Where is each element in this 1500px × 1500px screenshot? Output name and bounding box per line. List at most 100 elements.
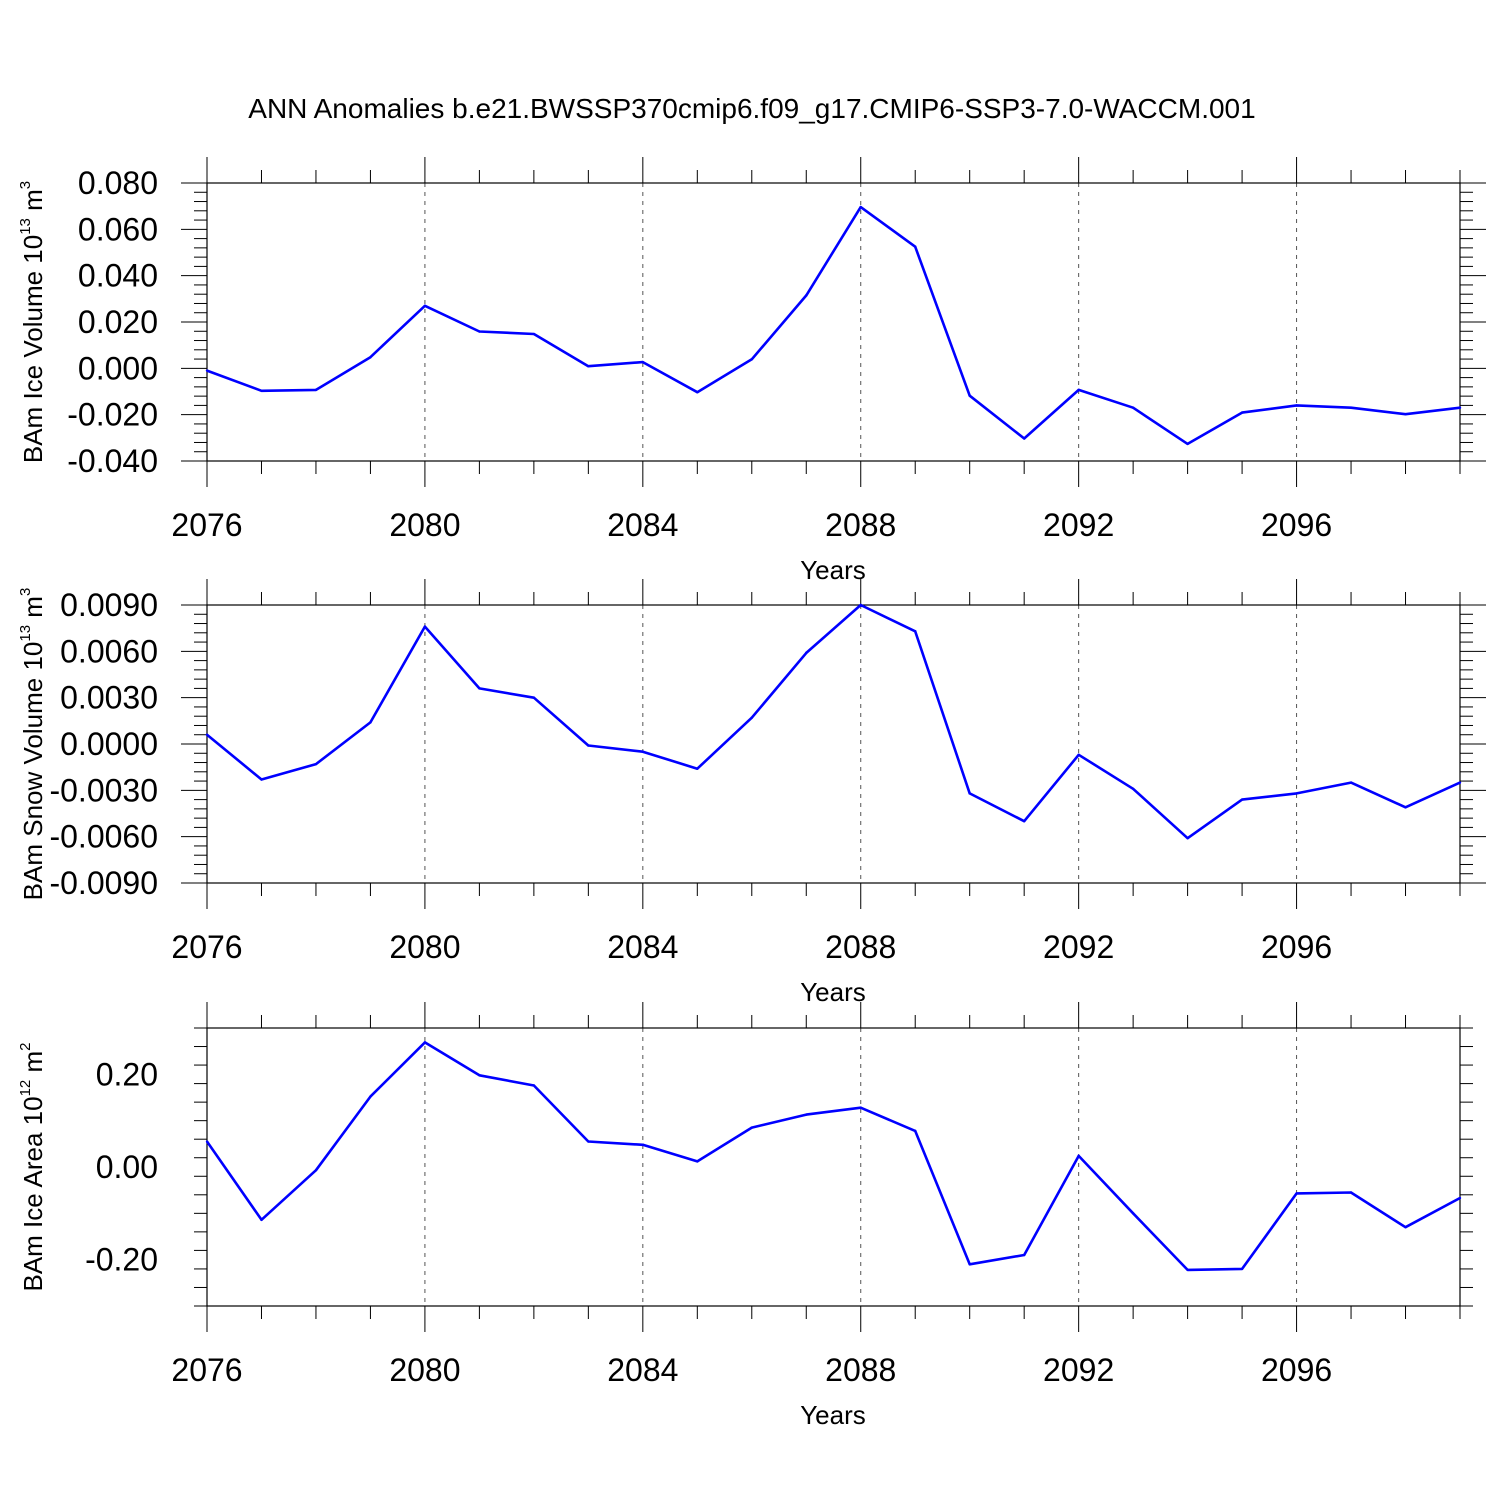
data-point bbox=[314, 1169, 318, 1172]
data-point bbox=[532, 332, 536, 336]
data-point bbox=[1186, 1268, 1189, 1272]
data-point bbox=[369, 721, 372, 724]
data-point bbox=[478, 687, 481, 690]
data-point bbox=[587, 744, 590, 747]
y-tick-label: 0.020 bbox=[78, 304, 158, 340]
data-point bbox=[1077, 753, 1080, 757]
data-point bbox=[532, 1084, 536, 1087]
data-point bbox=[369, 1095, 372, 1098]
y-tick-label: -0.20 bbox=[85, 1242, 158, 1278]
y-tick-label: 0.20 bbox=[96, 1056, 158, 1092]
x-tick-label: 2096 bbox=[1261, 507, 1332, 543]
x-tick-label: 2080 bbox=[389, 929, 460, 965]
data-point bbox=[1458, 406, 1462, 409]
data-point bbox=[1240, 411, 1244, 414]
y-tick-label: 0.0060 bbox=[60, 633, 158, 669]
y-axis-title: BAm Snow Volume 1013 m3 bbox=[17, 588, 48, 901]
data-point bbox=[532, 696, 536, 699]
data-point bbox=[805, 1113, 808, 1116]
y-tick-label: 0.000 bbox=[78, 350, 158, 386]
data-point bbox=[968, 792, 971, 795]
chart-panel-3: 2076 2080 2084 2088 2092 2096 Years -0.20 0.00 0.… bbox=[17, 1002, 1473, 1430]
x-tick-label: 2080 bbox=[389, 1352, 460, 1388]
x-tick-label: 2092 bbox=[1043, 507, 1114, 543]
x-tick-label: 2076 bbox=[171, 507, 242, 543]
chart-panel-1: 2076 2080 2084 2088 2092 2096 Years -0.040 -0.02… bbox=[17, 157, 1486, 585]
data-point bbox=[587, 1140, 590, 1143]
data-point bbox=[369, 356, 372, 359]
series-line bbox=[205, 1041, 1461, 1272]
data-point bbox=[1404, 806, 1407, 809]
y-tick-label: -0.020 bbox=[67, 397, 158, 433]
y-tick-label: 0.0030 bbox=[60, 680, 158, 716]
data-point bbox=[1295, 404, 1298, 407]
x-axis-title: Years bbox=[800, 555, 866, 585]
data-point bbox=[968, 394, 971, 397]
data-point bbox=[914, 245, 917, 248]
x-tick-label: 2092 bbox=[1043, 929, 1114, 965]
y-tick-label: 0.060 bbox=[78, 211, 158, 247]
y-tick-label: -0.040 bbox=[67, 443, 158, 479]
data-point bbox=[1404, 413, 1407, 416]
x-tick-label: 2076 bbox=[171, 1352, 242, 1388]
series-line bbox=[206, 603, 1461, 840]
x-tick-label: 2096 bbox=[1261, 929, 1332, 965]
data-point bbox=[805, 294, 808, 297]
chart-panel-2: 2076 2080 2084 2088 2092 2096 Years -0.0090 -0.0… bbox=[17, 579, 1486, 1007]
x-tick-label: 2092 bbox=[1043, 1352, 1114, 1388]
data-point bbox=[205, 369, 209, 372]
data-point bbox=[1295, 792, 1298, 795]
data-point bbox=[1404, 1226, 1407, 1229]
data-point bbox=[1240, 798, 1244, 801]
x-tick-label: 2088 bbox=[825, 507, 896, 543]
data-point bbox=[478, 1074, 481, 1077]
data-point bbox=[859, 1106, 862, 1109]
data-point bbox=[1131, 1212, 1135, 1215]
y-tick-label: 0.040 bbox=[78, 258, 158, 294]
data-point bbox=[1458, 781, 1462, 784]
x-tick-label: 2088 bbox=[825, 1352, 896, 1388]
series-line bbox=[206, 205, 1461, 446]
data-point bbox=[750, 358, 753, 361]
data-point bbox=[968, 1263, 971, 1266]
data-point bbox=[1077, 1154, 1080, 1158]
data-point bbox=[914, 1129, 917, 1133]
y-tick-label: 0.080 bbox=[78, 165, 158, 201]
data-point bbox=[478, 330, 481, 333]
y-tick-label: 0.0000 bbox=[60, 726, 158, 762]
data-point bbox=[1022, 437, 1026, 440]
data-point bbox=[1022, 820, 1026, 823]
plot-frame bbox=[206, 182, 1461, 462]
y-axis-title: BAm Ice Volume 1013 m3 bbox=[17, 181, 48, 463]
y-tick-label: 0.00 bbox=[96, 1149, 158, 1185]
data-point bbox=[1077, 388, 1080, 392]
main-title: ANN Anomalies b.e21.BWSSP370cmip6.f09_g1… bbox=[248, 93, 1255, 124]
x-tick-label: 2080 bbox=[389, 507, 460, 543]
data-point bbox=[587, 365, 590, 368]
data-point bbox=[750, 716, 753, 719]
panels: 2076 2080 2084 2088 2092 2096 Years -0.040 -0.02… bbox=[17, 157, 1486, 1430]
data-point bbox=[1186, 442, 1189, 446]
x-tick-label: 2084 bbox=[607, 1352, 678, 1388]
data-point bbox=[1131, 406, 1135, 409]
data-point bbox=[696, 1160, 699, 1163]
data-point bbox=[1458, 1196, 1462, 1200]
x-tick-label: 2076 bbox=[171, 929, 242, 965]
data-point bbox=[1186, 837, 1189, 840]
data-point bbox=[423, 1041, 427, 1044]
x-axis-title: Years bbox=[800, 977, 866, 1007]
y-tick-label: -0.0090 bbox=[49, 865, 158, 901]
plot-frame bbox=[206, 604, 1461, 884]
data-point bbox=[750, 1126, 753, 1129]
data-point bbox=[696, 767, 699, 770]
x-tick-label: 2084 bbox=[607, 929, 678, 965]
data-point bbox=[1240, 1267, 1244, 1271]
data-point bbox=[423, 625, 427, 628]
data-point bbox=[696, 390, 699, 394]
data-point bbox=[423, 304, 427, 307]
data-point bbox=[260, 778, 263, 781]
data-point bbox=[805, 651, 808, 655]
x-tick-label: 2088 bbox=[825, 929, 896, 965]
data-point bbox=[1022, 1253, 1026, 1257]
data-point bbox=[314, 388, 318, 392]
